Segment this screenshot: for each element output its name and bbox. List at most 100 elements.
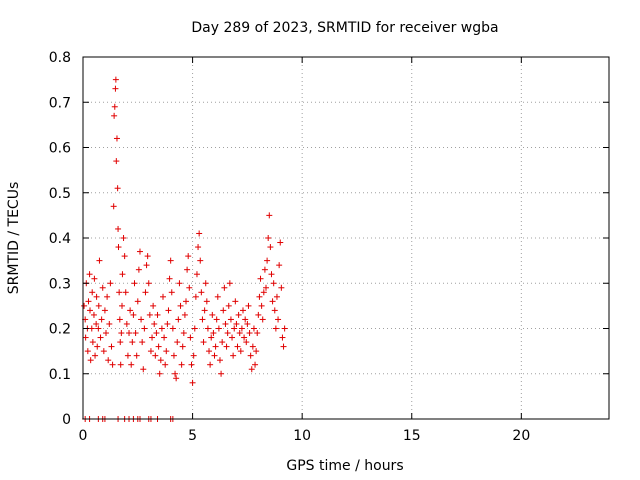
data-point: [106, 320, 113, 327]
data-point: [199, 316, 206, 323]
data-point: [123, 320, 130, 327]
data-point: [229, 334, 236, 341]
plot-frame: [82, 56, 610, 420]
data-point: [94, 343, 101, 350]
data-point: [120, 235, 127, 241]
data-point: [264, 257, 271, 264]
data-point: [178, 361, 185, 368]
data-point: [227, 316, 234, 323]
data-point: [244, 320, 251, 327]
data-point: [230, 352, 237, 359]
data-point: [172, 370, 179, 377]
data-point: [129, 339, 136, 346]
data-point: [157, 357, 164, 364]
data-point: [99, 284, 106, 291]
data-point: [89, 289, 96, 296]
data-point: [249, 343, 256, 350]
data-point: [107, 280, 114, 287]
data-point: [234, 343, 241, 350]
data-point: [196, 230, 203, 237]
data-point: [209, 311, 216, 318]
data-point: [179, 343, 186, 350]
data-point: [95, 302, 102, 309]
data-point: [191, 325, 198, 332]
data-point: [175, 316, 182, 323]
data-point: [104, 293, 111, 300]
data-point: [275, 316, 282, 323]
data-point: [151, 320, 158, 327]
chart-title: Day 289 of 2023, SRMTID for receiver wgb…: [191, 20, 498, 36]
data-point: [115, 225, 122, 232]
data-point: [153, 330, 160, 337]
y-tick-label: 0.7: [49, 95, 71, 111]
data-point: [97, 334, 104, 341]
data-point: [116, 316, 123, 323]
data-point: [188, 361, 195, 368]
data-point: [206, 348, 213, 355]
data-point: [116, 289, 123, 296]
data-point: [248, 366, 255, 373]
data-point: [201, 307, 208, 314]
data-point: [184, 266, 191, 273]
data-point: [98, 316, 105, 323]
data-point: [237, 348, 244, 355]
y-tick-label: 0.2: [49, 322, 71, 338]
data-point: [111, 103, 118, 110]
data-point: [131, 280, 138, 287]
data-point: [109, 361, 116, 368]
data-point: [93, 320, 100, 327]
data-point: [238, 325, 245, 332]
data-point: [105, 357, 112, 364]
data-point: [126, 330, 133, 337]
data-point: [128, 361, 135, 368]
data-point: [226, 280, 233, 287]
data-point: [117, 339, 124, 346]
data-point: [143, 262, 150, 269]
x-axis-title: GPS time / hours: [286, 458, 403, 474]
data-point: [173, 375, 180, 382]
data-point: [190, 352, 197, 359]
data-point: [127, 307, 134, 314]
data-point: [259, 316, 266, 323]
data-point: [119, 271, 126, 278]
data-point: [82, 334, 89, 341]
data-point: [254, 330, 261, 337]
data-point: [164, 320, 171, 327]
y-tick-label: 0.1: [49, 367, 71, 383]
data-point: [100, 348, 107, 355]
data-point: [110, 203, 117, 210]
data-point: [169, 325, 176, 332]
y-tick-label: 0.3: [49, 276, 71, 292]
data-point: [93, 293, 100, 300]
y-tick-label: 0.5: [49, 186, 71, 202]
data-point: [119, 302, 126, 309]
x-tick-label: 20: [512, 428, 530, 444]
y-axis-title: SRMTID / TECUs: [6, 182, 22, 295]
data-point: [121, 253, 128, 260]
y-tick-label: 0.6: [49, 141, 71, 157]
data-point: [189, 379, 196, 386]
data-point: [138, 316, 145, 323]
data-point: [166, 275, 173, 282]
data-point: [146, 311, 153, 318]
data-point: [141, 325, 148, 332]
data-point: [263, 284, 270, 291]
data-point: [96, 257, 103, 264]
data-point: [231, 325, 238, 332]
data-point: [279, 334, 286, 341]
data-point: [111, 112, 118, 119]
data-point: [265, 235, 272, 241]
data-point: [220, 307, 227, 314]
data-point: [155, 343, 162, 350]
data-point: [224, 330, 231, 337]
data-point: [210, 330, 217, 337]
data-point: [158, 325, 165, 332]
data-point: [198, 289, 205, 296]
data-point: [269, 298, 276, 305]
data-point: [250, 325, 257, 332]
data-point: [187, 334, 194, 341]
data-point: [239, 307, 246, 314]
data-point: [154, 311, 161, 318]
grid-lines: [83, 57, 609, 419]
